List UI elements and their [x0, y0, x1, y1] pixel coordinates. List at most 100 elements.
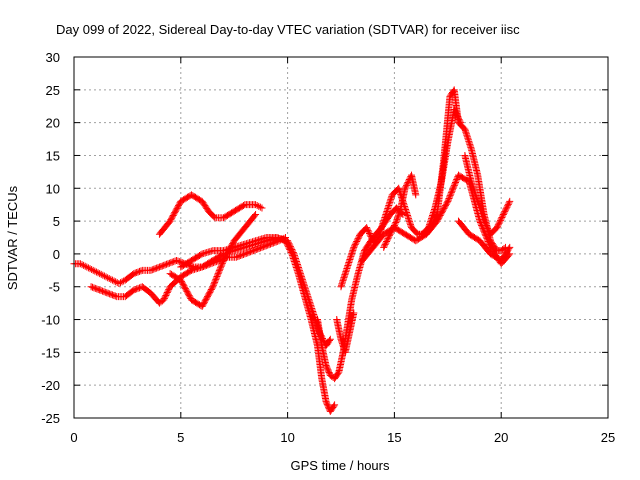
series-2: [155, 191, 266, 238]
y-tick-label: 25: [46, 83, 60, 98]
data-point-marker: [108, 291, 116, 299]
y-axis-label: SDTVAR / TECUs: [5, 185, 20, 290]
data-point-marker: [497, 215, 505, 223]
y-tick-label: 20: [46, 116, 60, 131]
data-point-marker: [484, 236, 492, 244]
data-point-marker: [453, 111, 461, 119]
data-point-marker: [116, 279, 124, 287]
x-tick-label: 0: [70, 430, 77, 445]
data-point-marker: [210, 280, 218, 288]
data-point-marker: [353, 238, 361, 246]
plot-border: [73, 56, 609, 419]
data-point-marker: [217, 262, 225, 270]
data-point-marker: [276, 235, 284, 243]
data-point-marker: [147, 266, 155, 274]
data-point-marker: [211, 278, 219, 286]
data-point-marker: [155, 263, 163, 271]
data-point-marker: [81, 262, 89, 270]
data-point-marker: [248, 247, 256, 255]
data-point-marker: [255, 202, 263, 210]
data-point-marker: [160, 296, 168, 304]
data-point-marker: [197, 251, 205, 259]
data-point-marker: [452, 178, 460, 186]
data-point-marker: [211, 277, 219, 285]
data-point-marker: [500, 209, 508, 217]
data-point-marker: [325, 337, 333, 345]
data-point-marker: [102, 273, 110, 281]
data-point-marker: [504, 200, 512, 208]
data-point-marker: [449, 186, 457, 194]
data-point-marker: [363, 225, 371, 233]
data-point-marker: [390, 223, 398, 231]
data-point-marker: [252, 246, 260, 254]
data-point-marker: [284, 243, 292, 251]
data-point-marker: [499, 211, 507, 219]
data-point-marker: [240, 202, 248, 210]
data-point-marker: [80, 261, 88, 269]
data-point-marker: [130, 286, 138, 294]
data-point-marker: [150, 265, 158, 273]
data-point-marker: [273, 234, 281, 241]
data-point-marker: [254, 245, 262, 253]
data-point-marker: [494, 222, 502, 230]
data-point-marker: [496, 216, 504, 224]
data-point-marker: [94, 269, 102, 277]
data-point-marker: [219, 258, 227, 266]
data-point-marker: [175, 258, 183, 266]
data-point-marker: [215, 268, 223, 276]
series-11: [333, 309, 358, 356]
data-point-marker: [256, 203, 264, 211]
data-point-marker: [217, 264, 225, 272]
data-point-marker: [213, 273, 221, 281]
data-point-marker: [444, 196, 452, 204]
data-point-marker: [107, 290, 115, 298]
data-point-marker: [115, 279, 123, 287]
data-point-marker: [506, 197, 514, 205]
series-12: [380, 171, 420, 251]
y-tick-label: 0: [53, 247, 60, 262]
data-point-marker: [232, 253, 240, 261]
data-point-marker: [326, 335, 334, 343]
data-point-marker: [503, 203, 511, 211]
data-point-marker: [258, 204, 266, 212]
data-point-marker: [86, 265, 94, 273]
data-point-marker: [455, 116, 463, 124]
data-point-marker: [399, 211, 407, 219]
data-point-marker: [384, 235, 392, 243]
data-point-marker: [134, 284, 142, 292]
data-point-marker: [163, 289, 171, 297]
data-point-marker: [447, 189, 455, 197]
data-point-marker: [401, 184, 409, 192]
data-point-marker: [501, 208, 509, 216]
data-point-marker: [154, 264, 162, 272]
data-point-marker: [164, 260, 172, 268]
data-point-marker: [387, 229, 395, 237]
data-point-marker: [99, 271, 107, 279]
data-point-marker: [167, 259, 175, 267]
data-point-marker: [350, 309, 358, 317]
data-point-marker: [110, 291, 118, 299]
data-point-marker: [209, 283, 217, 291]
series-10: [418, 106, 465, 238]
data-point-marker: [446, 192, 454, 200]
data-point-marker: [482, 220, 490, 228]
data-point-marker: [447, 190, 455, 198]
data-point-marker: [134, 268, 142, 276]
data-point-marker: [76, 260, 84, 268]
y-tick-label: 5: [53, 214, 60, 229]
x-tick-label: 25: [601, 430, 615, 445]
data-point-marker: [354, 235, 362, 243]
data-point-marker: [484, 238, 492, 246]
y-tick-label: -15: [41, 345, 60, 360]
data-point-marker: [351, 242, 359, 250]
data-point-marker: [209, 281, 217, 289]
data-point-marker: [160, 294, 168, 302]
data-point-marker: [101, 288, 109, 296]
data-point-marker: [162, 291, 170, 299]
data-point-marker: [494, 221, 502, 229]
data-point-marker: [386, 230, 394, 238]
data-point-marker: [151, 265, 159, 273]
data-point-marker: [212, 274, 220, 282]
y-tick-label: -10: [41, 313, 60, 328]
series-3: [166, 211, 260, 310]
